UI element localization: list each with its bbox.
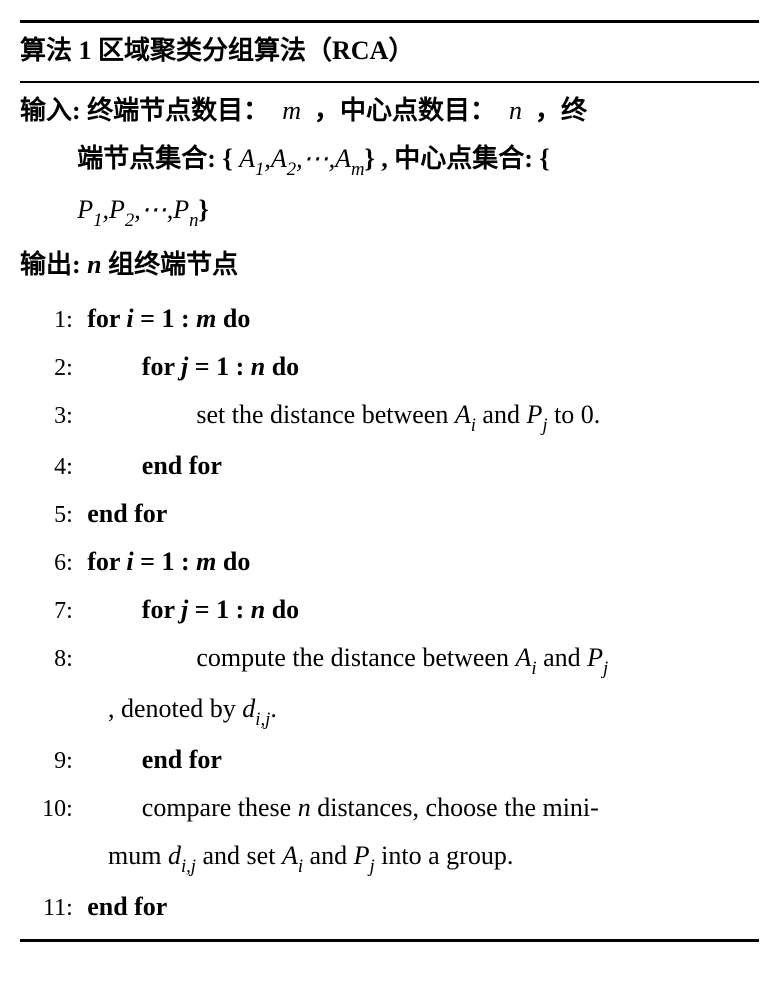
- step-row: 4:end for: [20, 442, 759, 490]
- step-row: 5:end for: [20, 490, 759, 538]
- step-body: for j = 1 : n do: [87, 343, 759, 391]
- rule-top: [20, 20, 759, 23]
- input-setA: A1,A2,⋯,Am: [239, 144, 364, 173]
- input-line3-b: }: [198, 195, 208, 224]
- step-body: , denoted by di,j.: [87, 685, 759, 736]
- step-body: for j = 1 : n do: [87, 586, 759, 634]
- output-block: 输出: n 组终端节点: [20, 241, 759, 289]
- step-body: mum di,j and set Ai and Pj into a group.: [87, 832, 759, 883]
- input-line2-a: 端节点集合: {: [77, 144, 232, 173]
- step-number: 11:: [20, 886, 87, 930]
- algo-title: 区域聚类分组算法（RCA）: [98, 36, 414, 65]
- input-line1-a: 终端节点数目：: [87, 96, 269, 125]
- step-number: 6:: [20, 541, 87, 585]
- step-number-empty: [20, 688, 87, 732]
- step-number-empty: [20, 835, 87, 879]
- step-number: 7:: [20, 589, 87, 633]
- output-text: 组终端节点: [108, 250, 238, 279]
- input-line2: 端节点集合: { A1,A2,⋯,Am} , 中心点集合: {: [20, 135, 759, 186]
- input-block: 输入: 终端节点数目： m ，中心点数目： n ，终 端节点集合: { A1,A…: [20, 87, 759, 237]
- step-number: 1:: [20, 298, 87, 342]
- step-number: 3:: [20, 394, 87, 438]
- rule-bot: [20, 939, 759, 942]
- step-body: end for: [87, 883, 759, 931]
- step-row: 1:for i = 1 : m do: [20, 295, 759, 343]
- step-row: 7:for j = 1 : n do: [20, 586, 759, 634]
- input-line2-b: } , 中心点集合: {: [365, 144, 550, 173]
- input-var-m: m: [282, 96, 301, 125]
- step-number: 2:: [20, 346, 87, 390]
- step-row: 6:for i = 1 : m do: [20, 538, 759, 586]
- input-setP: P1,P2,⋯,Pn: [77, 195, 198, 224]
- step-body: end for: [87, 490, 759, 538]
- step-continuation: , denoted by di,j.: [20, 685, 759, 736]
- step-body: end for: [87, 442, 759, 490]
- rule-mid: [20, 81, 759, 83]
- step-row: 2:for j = 1 : n do: [20, 343, 759, 391]
- input-var-n: n: [509, 96, 522, 125]
- step-body: compute the distance between Ai and Pj: [87, 634, 759, 685]
- algorithm-header: 算法 1 区域聚类分组算法（RCA）: [20, 25, 759, 77]
- input-line3: P1,P2,⋯,Pn}: [20, 186, 759, 237]
- step-number: 10:: [20, 787, 87, 831]
- output-var-n: n: [87, 250, 101, 279]
- step-row: 9:end for: [20, 736, 759, 784]
- step-body: compare these n distances, choose the mi…: [87, 784, 759, 832]
- step-number: 9:: [20, 739, 87, 783]
- output-label: 输出:: [20, 250, 81, 279]
- input-label: 输入:: [20, 96, 81, 125]
- step-number: 4:: [20, 445, 87, 489]
- input-line1-c: ，终: [535, 96, 587, 125]
- step-row: 11:end for: [20, 883, 759, 931]
- step-body: for i = 1 : m do: [87, 295, 759, 343]
- step-body: set the distance between Ai and Pj to 0.: [87, 391, 759, 442]
- algo-label: 算法 1: [20, 36, 92, 65]
- input-line1-b: ，中心点数目：: [314, 96, 496, 125]
- step-row: 8:compute the distance between Ai and Pj: [20, 634, 759, 685]
- step-number: 5:: [20, 493, 87, 537]
- step-row: 10:compare these n distances, choose the…: [20, 784, 759, 832]
- step-continuation: mum di,j and set Ai and Pj into a group.: [20, 832, 759, 883]
- step-row: 3:set the distance between Ai and Pj to …: [20, 391, 759, 442]
- step-number: 8:: [20, 637, 87, 681]
- step-body: for i = 1 : m do: [87, 538, 759, 586]
- step-body: end for: [87, 736, 759, 784]
- steps-list: 1:for i = 1 : m do2:for j = 1 : n do3:se…: [20, 295, 759, 931]
- algorithm-box: 算法 1 区域聚类分组算法（RCA） 输入: 终端节点数目： m ，中心点数目：…: [20, 20, 759, 942]
